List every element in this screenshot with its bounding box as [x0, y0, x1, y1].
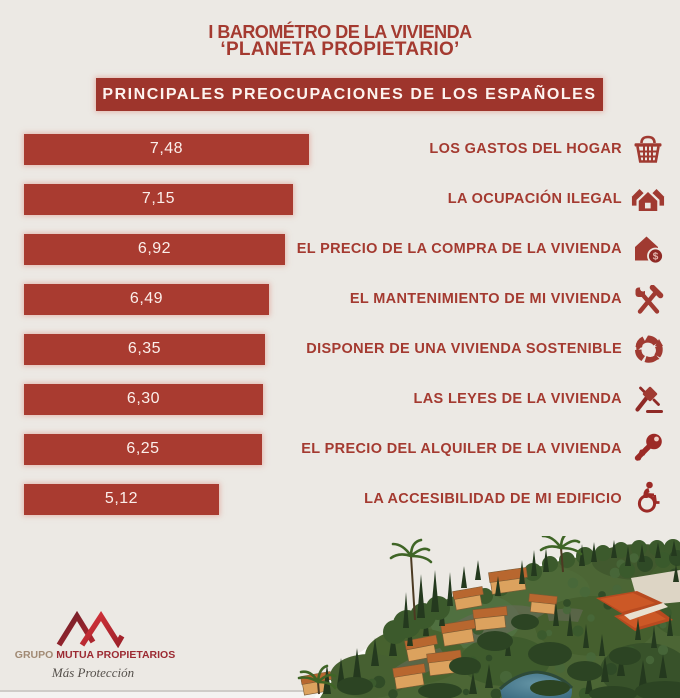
svg-text:$: $ [653, 252, 659, 263]
